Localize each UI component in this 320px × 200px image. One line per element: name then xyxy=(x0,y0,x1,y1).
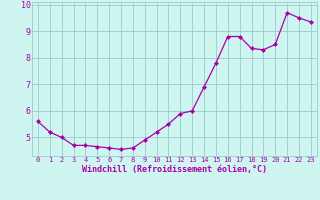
X-axis label: Windchill (Refroidissement éolien,°C): Windchill (Refroidissement éolien,°C) xyxy=(82,165,267,174)
